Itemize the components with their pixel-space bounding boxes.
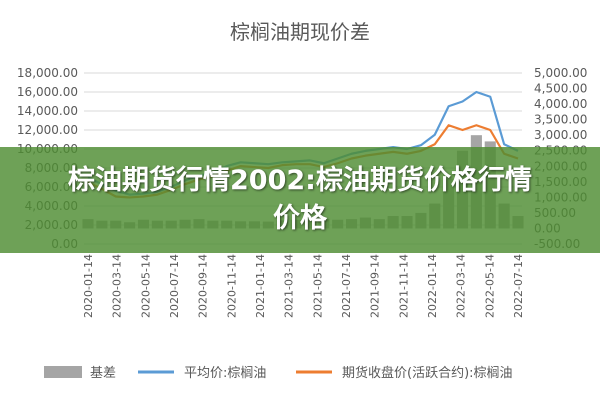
x-tick-label: 2021-07-14 [340,254,353,318]
x-tick-label: 2022-03-14 [455,254,468,318]
x-tick-label: 2021-01-14 [254,254,267,318]
chart-title: 棕榈油期现价差 [230,20,370,44]
x-tick-label: 2021-09-14 [369,254,382,318]
legend-label-avg-price: 平均价:棕榈油 [184,366,266,381]
y-left-tick-label: 14,000.00 [17,104,78,118]
y-right-tick-label: 4,000.00 [534,97,587,111]
y-left-tick-label: 12,000.00 [17,123,78,137]
legend-swatch-basis [44,366,82,378]
x-tick-label: 2021-11-14 [397,254,410,318]
x-tick-label: 2020-09-14 [197,254,210,318]
x-tick-label: 2020-07-14 [168,254,181,318]
x-tick-label: 2020-05-14 [139,254,152,318]
y-right-tick-label: 4,500.00 [534,82,587,96]
overlay-banner: 棕油期货行情2002:棕油期货价格行情价格 [0,147,600,253]
y-right-tick-label: 5,000.00 [534,66,587,80]
y-right-tick-label: 3,500.00 [534,113,587,127]
banner-text: 棕油期货行情2002:棕油期货价格行情价格 [68,165,532,234]
x-tick-label: 2021-03-14 [283,254,296,318]
x-tick-label: 2020-01-14 [82,254,95,318]
legend-label-basis: 基差 [90,366,116,381]
x-tick-label: 2021-05-14 [311,254,324,318]
x-tick-label: 2020-03-14 [111,254,124,318]
x-tick-label: 2022-07-14 [512,254,525,318]
y-left-tick-label: 16,000.00 [17,85,78,99]
y-right-tick-label: 3,000.00 [534,128,587,142]
x-tick-label: 2022-01-14 [426,254,439,318]
legend-label-futures-close: 期货收盘价(活跃合约):棕榈油 [342,365,513,381]
x-tick-label: 2022-05-14 [483,254,496,318]
x-tick-label: 2020-11-14 [225,254,238,318]
y-left-tick-label: 18,000.00 [17,66,78,80]
